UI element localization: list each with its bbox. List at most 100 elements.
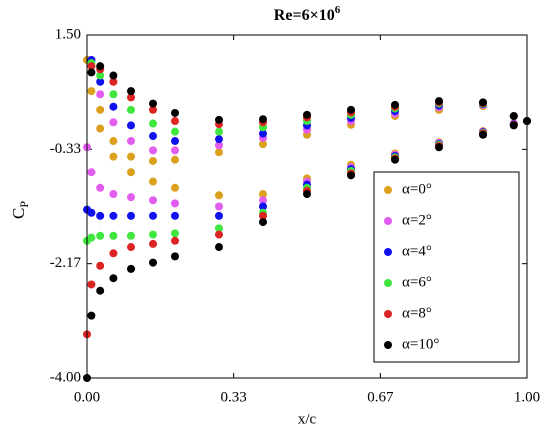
data-point bbox=[127, 105, 135, 114]
data-point bbox=[87, 311, 96, 320]
x-tick-label: 0.33 bbox=[221, 389, 247, 405]
legend-label: α=6° bbox=[402, 274, 432, 290]
data-point bbox=[171, 146, 179, 155]
data-point bbox=[171, 127, 179, 136]
data-point bbox=[109, 77, 118, 86]
data-point bbox=[109, 137, 118, 146]
data-point bbox=[109, 231, 118, 240]
data-point bbox=[259, 190, 267, 199]
data-point bbox=[87, 68, 96, 77]
data-point bbox=[96, 71, 105, 80]
data-point bbox=[87, 87, 96, 96]
x-tick-label: 1.00 bbox=[514, 389, 540, 405]
data-point bbox=[149, 119, 157, 128]
data-point bbox=[215, 224, 223, 233]
legend-marker bbox=[384, 248, 392, 256]
data-point bbox=[149, 196, 157, 205]
data-point bbox=[109, 152, 118, 161]
data-point bbox=[215, 135, 223, 144]
data-point bbox=[479, 130, 487, 139]
data-point bbox=[171, 137, 179, 146]
y-label-subscript: P bbox=[17, 201, 31, 208]
data-point bbox=[509, 112, 518, 121]
y-tick-label: -4.00 bbox=[50, 369, 81, 385]
data-point bbox=[96, 105, 105, 114]
data-point bbox=[215, 148, 223, 157]
data-point bbox=[149, 156, 157, 165]
data-point bbox=[127, 168, 135, 177]
data-point bbox=[109, 211, 118, 220]
data-point bbox=[109, 118, 118, 127]
data-point bbox=[96, 261, 105, 270]
x-axis-label: x/c bbox=[298, 411, 317, 427]
data-point bbox=[127, 93, 135, 102]
data-point bbox=[215, 211, 223, 220]
data-point bbox=[149, 211, 157, 220]
data-point bbox=[215, 202, 223, 211]
data-point bbox=[391, 155, 399, 164]
y-label-text: C bbox=[9, 208, 28, 219]
chart-title: Re=6×106 bbox=[274, 4, 341, 24]
data-point bbox=[109, 190, 118, 199]
data-point bbox=[109, 274, 118, 283]
legend-marker bbox=[384, 310, 392, 318]
data-point bbox=[171, 117, 179, 126]
data-point bbox=[171, 252, 179, 261]
data-point bbox=[96, 77, 105, 86]
data-point bbox=[127, 264, 135, 273]
data-point bbox=[127, 243, 135, 252]
data-point bbox=[96, 211, 105, 220]
data-point bbox=[479, 98, 487, 107]
data-point bbox=[259, 202, 267, 211]
data-point bbox=[109, 90, 118, 99]
legend-marker bbox=[384, 341, 392, 349]
data-point bbox=[259, 129, 267, 138]
data-point bbox=[87, 280, 96, 289]
x-tick-label: 0.67 bbox=[367, 389, 394, 405]
data-point bbox=[171, 229, 179, 238]
data-point bbox=[171, 183, 179, 192]
data-point bbox=[215, 127, 223, 136]
data-point bbox=[87, 208, 96, 217]
title-superscript: 6 bbox=[335, 4, 341, 16]
data-point bbox=[87, 168, 96, 177]
data-point bbox=[109, 71, 118, 80]
data-point bbox=[149, 146, 157, 155]
data-point bbox=[303, 190, 311, 199]
legend-marker bbox=[384, 279, 392, 287]
y-tick-label: -0.33 bbox=[50, 141, 81, 157]
data-point bbox=[171, 155, 179, 164]
data-point bbox=[171, 199, 179, 208]
legend-label: α=4° bbox=[402, 243, 432, 259]
y-tick-label: 1.50 bbox=[55, 26, 81, 42]
data-point bbox=[87, 62, 96, 71]
y-tick-label: -2.17 bbox=[50, 255, 82, 271]
legend-label: α=8° bbox=[402, 305, 432, 321]
y-axis-label: CP bbox=[9, 201, 31, 219]
data-point bbox=[171, 211, 179, 220]
data-point bbox=[87, 233, 96, 242]
data-point bbox=[303, 110, 311, 119]
data-point bbox=[215, 230, 223, 239]
legend-marker bbox=[384, 186, 392, 194]
legend-label: α=2° bbox=[402, 212, 432, 228]
data-point bbox=[391, 100, 399, 109]
data-point bbox=[127, 137, 135, 146]
data-point bbox=[259, 196, 267, 205]
data-point bbox=[149, 230, 157, 239]
title-text: Re=6×10 bbox=[274, 7, 335, 24]
data-point bbox=[127, 152, 135, 161]
data-point bbox=[96, 62, 105, 71]
data-point bbox=[259, 218, 267, 227]
data-point bbox=[435, 143, 443, 152]
data-point bbox=[96, 124, 105, 133]
data-point bbox=[127, 211, 135, 220]
data-point bbox=[215, 243, 223, 252]
data-point bbox=[149, 239, 157, 248]
data-point bbox=[127, 121, 135, 130]
data-point bbox=[127, 87, 135, 96]
data-point bbox=[215, 191, 223, 200]
legend-label: α=0° bbox=[402, 181, 432, 197]
